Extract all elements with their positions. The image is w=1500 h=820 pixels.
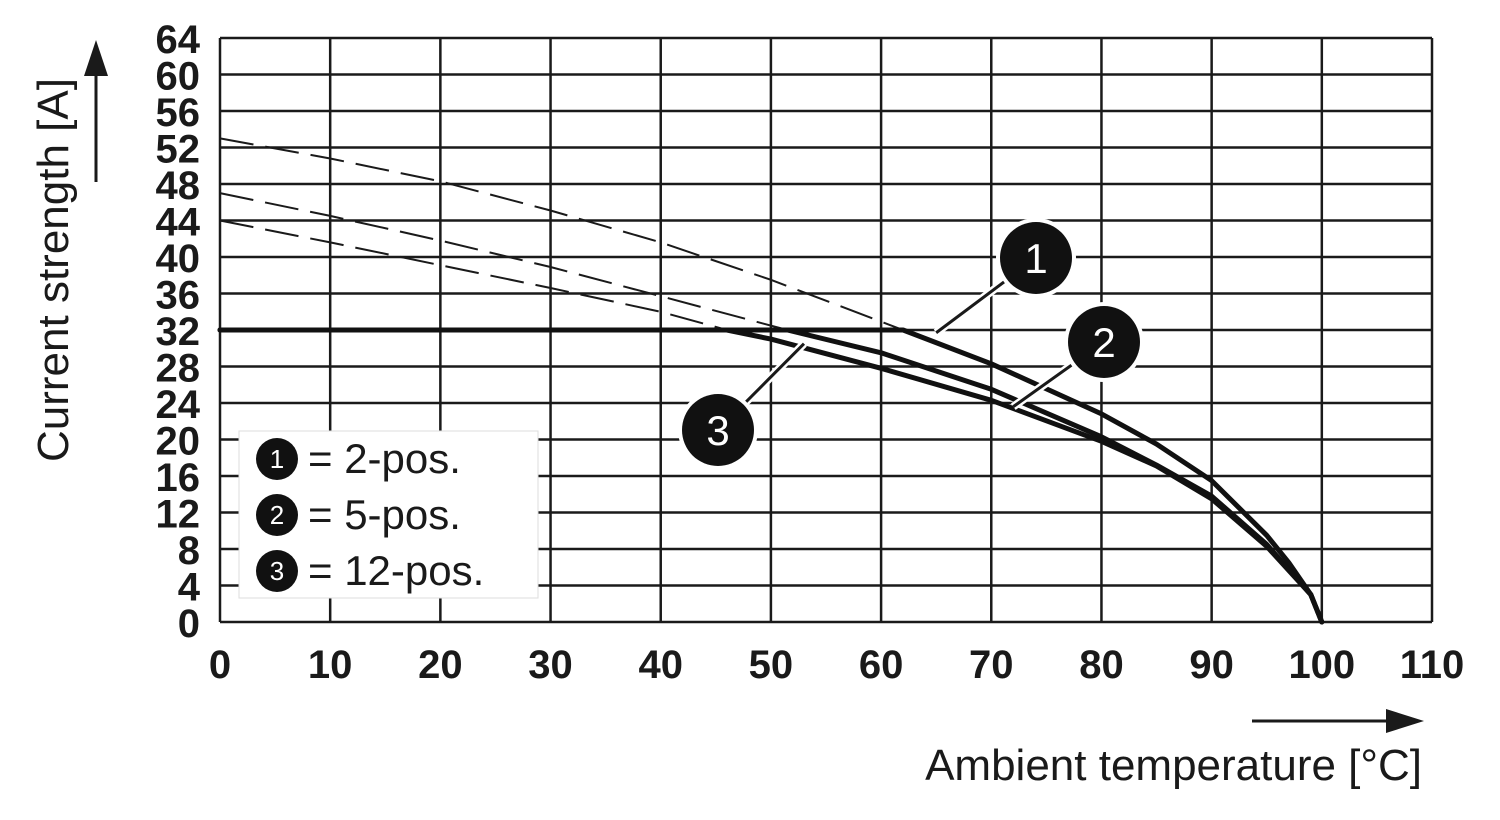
callout-3-label: 3 — [706, 407, 729, 454]
y-tick-label: 40 — [156, 237, 201, 281]
x-tick-label: 80 — [1079, 643, 1124, 687]
y-tick-label: 20 — [156, 420, 201, 464]
chart-grid — [218, 36, 1434, 624]
x-tick-label: 20 — [418, 643, 463, 687]
x-tick-label: 40 — [638, 643, 683, 687]
y-tick-label: 16 — [156, 456, 201, 500]
x-axis-title: Ambient temperature [°C] — [925, 741, 1422, 790]
x-axis-ticks: 0 10 20 30 40 50 60 70 80 90 100 110 — [209, 643, 1464, 687]
x-tick-label: 100 — [1288, 643, 1355, 687]
series-3-line — [217, 327, 1325, 625]
x-tick-label: 90 — [1189, 643, 1234, 687]
series-1-dashed-line — [219, 137, 904, 331]
callout-1-label: 1 — [1024, 235, 1047, 282]
legend: 1 = 2-pos. 2 = 5-pos. 3 = 12-pos. — [238, 430, 539, 599]
y-tick-label: 36 — [156, 274, 201, 318]
legend-label-2: = 5-pos. — [308, 491, 461, 538]
series-2-dashed-line — [219, 192, 788, 331]
legend-marker-3 — [256, 550, 298, 592]
y-tick-label: 64 — [156, 18, 201, 62]
legend-item-1: 1 = 2-pos. — [256, 435, 461, 482]
x-tick-label: 70 — [969, 643, 1014, 687]
y-tick-label: 32 — [156, 310, 201, 354]
x-tick-label: 110 — [1400, 643, 1465, 687]
y-tick-label: 4 — [178, 566, 201, 610]
x-axis-arrow-head — [1386, 709, 1424, 733]
callout-2-badge — [1068, 306, 1140, 378]
legend-marker-2-label: 2 — [270, 500, 284, 530]
legend-label-3: = 12-pos. — [308, 547, 484, 594]
y-axis-title: Current strength [A] — [29, 78, 78, 462]
y-tick-label: 60 — [156, 55, 201, 99]
legend-marker-3-label: 3 — [270, 556, 284, 586]
y-tick-label: 0 — [178, 602, 200, 646]
x-tick-label: 10 — [308, 643, 353, 687]
legend-item-2: 2 = 5-pos. — [256, 491, 461, 538]
callout-3-badge — [682, 394, 754, 466]
callout-1-badge — [1000, 222, 1072, 294]
y-tick-label: 56 — [156, 91, 201, 135]
x-tick-label: 50 — [749, 643, 794, 687]
series-3-dashed-line — [219, 219, 728, 331]
y-axis-arrow-head — [84, 40, 108, 76]
legend-marker-1-label: 1 — [270, 444, 284, 474]
y-tick-label: 44 — [156, 201, 201, 245]
legend-item-3: 3 = 12-pos. — [256, 547, 484, 594]
legend-label-1: = 2-pos. — [308, 435, 461, 482]
y-tick-label: 28 — [156, 347, 201, 391]
y-tick-label: 48 — [156, 164, 201, 208]
x-tick-label: 0 — [209, 643, 231, 687]
legend-marker-1 — [256, 438, 298, 480]
y-tick-label: 52 — [156, 128, 201, 172]
y-tick-label: 24 — [156, 383, 201, 427]
callout-layer: 12 3 — [678, 218, 1144, 470]
legend-marker-2 — [256, 494, 298, 536]
series-layer — [217, 137, 1325, 625]
x-tick-label: 30 — [528, 643, 573, 687]
y-tick-label: 8 — [178, 529, 200, 573]
x-tick-label: 60 — [859, 643, 904, 687]
y-tick-label: 12 — [156, 493, 201, 537]
callout-2-label: 2 — [1092, 319, 1115, 366]
